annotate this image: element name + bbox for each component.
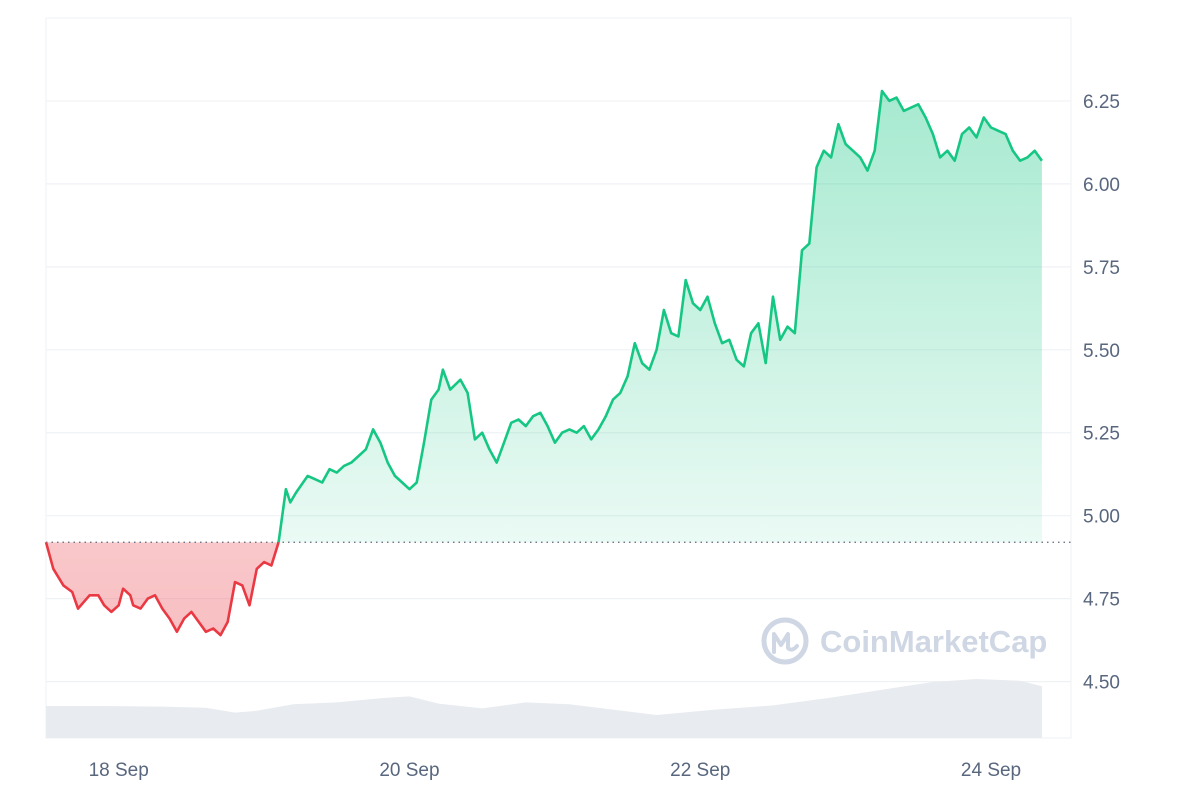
x-tick-label: 22 Sep xyxy=(670,760,730,781)
x-tick-label: 24 Sep xyxy=(961,760,1021,781)
volume-area xyxy=(46,679,1042,738)
price-area-down xyxy=(46,542,1042,636)
volume-fill xyxy=(46,679,1042,738)
y-tick-label: 5.50 xyxy=(1083,341,1120,362)
watermark: CoinMarketCap xyxy=(761,617,1047,665)
watermark-text: CoinMarketCap xyxy=(820,624,1047,659)
y-tick-label: 5.25 xyxy=(1083,424,1120,445)
y-tick-label: 6.25 xyxy=(1083,92,1120,113)
y-tick-label: 6.00 xyxy=(1083,175,1120,196)
y-tick-label: 4.75 xyxy=(1083,590,1120,611)
y-axis-ticks: 4.50 4.75 5.00 5.25 5.50 5.75 6.00 6.25 xyxy=(1083,92,1120,694)
price-line-down xyxy=(44,542,280,637)
price-areas xyxy=(46,91,1042,636)
price-area-up xyxy=(46,91,1042,543)
y-tick-label: 5.00 xyxy=(1083,507,1120,528)
x-axis-ticks: 18 Sep 20 Sep 22 Sep 24 Sep xyxy=(89,760,1022,781)
price-lines xyxy=(44,89,1043,637)
y-tick-label: 4.50 xyxy=(1083,673,1120,694)
price-line-up xyxy=(45,89,1043,543)
y-tick-label: 5.75 xyxy=(1083,258,1120,279)
x-tick-label: 18 Sep xyxy=(89,760,149,781)
x-tick-label: 20 Sep xyxy=(379,760,439,781)
coinmarketcap-logo-icon xyxy=(761,617,809,665)
